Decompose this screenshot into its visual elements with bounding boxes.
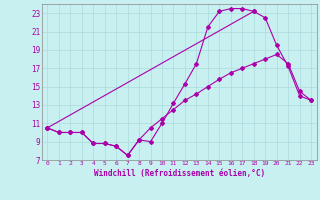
X-axis label: Windchill (Refroidissement éolien,°C): Windchill (Refroidissement éolien,°C) [94,169,265,178]
